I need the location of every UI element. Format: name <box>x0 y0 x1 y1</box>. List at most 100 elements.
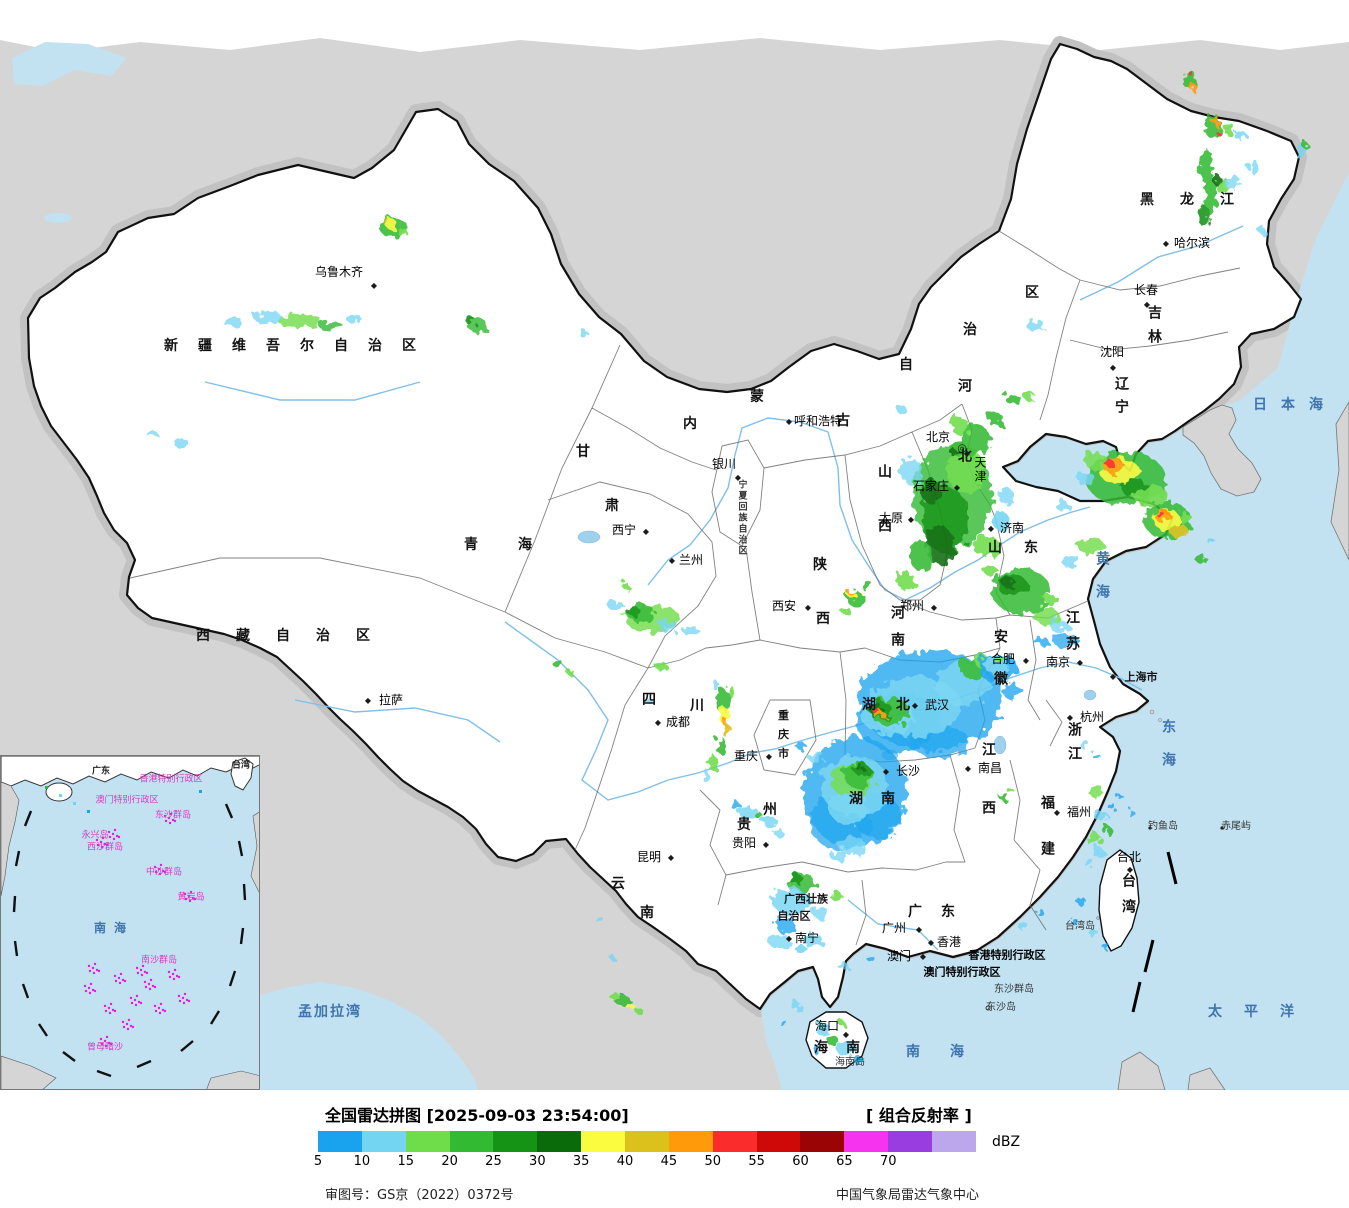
radar-echo <box>1062 554 1080 568</box>
city-label: 拉萨 <box>378 693 404 707</box>
city-marker: ◆ <box>927 938 935 947</box>
island-cluster-dot <box>131 1025 135 1029</box>
inset-sea-label: 南海 <box>93 921 135 935</box>
colorbar-ticks: 5 10 15 20 25 30 35 40 45 50 55 60 65 70 <box>0 1154 1349 1172</box>
city-label: 杭州 <box>1079 710 1105 724</box>
island-cluster-dot <box>89 982 93 986</box>
radar-echo <box>922 478 940 504</box>
radar-echo <box>755 813 763 819</box>
radar-echo <box>848 592 854 596</box>
inset-land-label: 广东 <box>91 766 111 777</box>
radar-echo <box>1092 753 1100 759</box>
radar-echo <box>910 541 932 571</box>
colorbar-tick: 45 <box>660 1154 678 1169</box>
city-marker: ◆ <box>1109 363 1117 372</box>
rivers <box>204 225 1244 951</box>
colorbar-cell <box>932 1131 976 1152</box>
island-label: 东沙群岛 <box>994 984 1034 995</box>
radar-echo <box>659 619 679 633</box>
island-cluster-dot <box>171 818 175 822</box>
island-cluster-dot <box>153 1004 157 1008</box>
radar-echo <box>1076 897 1086 905</box>
colorbar-tick: 30 <box>529 1154 546 1169</box>
colorbar-cell <box>625 1131 669 1152</box>
radar-echo <box>776 918 796 934</box>
boundary-dash <box>1131 981 1142 1013</box>
island-cluster-dot <box>87 964 91 968</box>
inset-boundary-dash <box>136 1059 152 1069</box>
legend-panel: 全国雷达拼图 [2025-09-03 23:54:00] [ 组合反射率 ] 5… <box>0 1090 1349 1208</box>
radar-echo <box>962 424 990 458</box>
province-label: 自治区 <box>777 909 811 923</box>
inset-boundary-dash <box>239 927 245 945</box>
radar-echo <box>807 750 823 762</box>
island-cluster-dot <box>123 979 127 983</box>
radar-echo <box>1207 538 1215 544</box>
radar-echo <box>1224 122 1234 136</box>
inset-land-label: 台湾 <box>231 760 251 771</box>
colorbar-cell <box>800 1131 845 1152</box>
inset-radar-speck <box>87 810 90 813</box>
radar-echo <box>1212 116 1220 126</box>
colorbar-tick: 55 <box>748 1154 765 1169</box>
island-cluster-dot <box>163 870 167 874</box>
radar-echo <box>1088 785 1104 797</box>
island-cluster-dot <box>169 812 173 816</box>
city-label: 长沙 <box>895 764 921 778</box>
city-marker: ◆ <box>919 952 927 961</box>
province-label: 江苏 <box>1064 610 1080 662</box>
radar-echo <box>565 668 573 674</box>
colorbar-tick: 25 <box>485 1154 502 1169</box>
radar-echo <box>645 698 653 704</box>
city-label: 长春 <box>1133 283 1159 297</box>
city-marker: ◆ <box>882 767 890 776</box>
radar-echo <box>1248 159 1258 173</box>
island-cluster-dot <box>100 1042 104 1046</box>
province-label: 蒙 <box>750 389 764 405</box>
city-label: 澳门 <box>886 949 912 963</box>
radar-mosaic-map: 新疆维吾尔自治区 西藏自治区 青海甘肃内蒙古自治区黑龙江 吉林 辽宁 山西 河北 山东 河南 江苏… <box>0 36 1349 1090</box>
island-cluster-dot <box>154 870 158 874</box>
province-label: 台湾 <box>1120 873 1136 925</box>
island-cluster-dot <box>187 894 191 898</box>
island-cluster-dot <box>99 840 103 844</box>
boundary-dash <box>1166 851 1178 885</box>
island-cluster-dot <box>83 984 87 988</box>
inset-island-label: 香港特别行政区 <box>139 774 203 785</box>
island-cluster-dot <box>175 974 179 978</box>
island-cluster-dot <box>189 890 193 894</box>
city-label: 贵阳 <box>731 836 757 850</box>
island-cluster-dot <box>84 989 88 993</box>
inset-foreign-land <box>1 781 259 1089</box>
island-cluster-dot <box>114 979 118 983</box>
radar-echo <box>830 891 842 901</box>
radar-echo <box>1033 607 1059 625</box>
radar-echo <box>1157 512 1165 518</box>
sea-label: 东海 <box>1160 719 1176 785</box>
radar-echo <box>466 317 476 325</box>
radar-echo <box>1127 810 1135 816</box>
province-label: 安徽 <box>992 629 1008 713</box>
island-cluster-dot <box>168 821 172 825</box>
city-marker: ◆ <box>762 840 770 849</box>
province-label: 西 <box>816 611 830 627</box>
radar-echo <box>1101 825 1111 833</box>
inset-island-label: 西沙群岛 <box>86 842 124 853</box>
radar-echo <box>1225 176 1241 190</box>
island-cluster-dot <box>107 830 111 834</box>
radar-echo <box>145 430 157 436</box>
radar-echo <box>278 314 322 328</box>
radar-echo <box>999 487 1013 505</box>
city-marker: ◆ <box>1053 808 1061 817</box>
island-cluster-dot <box>111 1008 115 1012</box>
radar-echo <box>861 581 873 591</box>
city-label: 南昌 <box>977 761 1003 775</box>
radar-echo <box>853 1056 865 1066</box>
island-cluster-dot <box>118 981 122 985</box>
radar-echo <box>702 770 710 782</box>
south-china-sea-inset: 广东 台湾 香港特别行政区 澳门特别行政区 东沙群岛 永兴岛 西沙群岛 中沙群岛 黄岩岛 南海 南沙… <box>0 755 260 1090</box>
city-label: 成都 <box>665 715 691 729</box>
province-label: 山东 <box>988 540 1060 556</box>
province-label: 川 <box>690 698 704 714</box>
island-cluster-dot <box>171 972 175 976</box>
